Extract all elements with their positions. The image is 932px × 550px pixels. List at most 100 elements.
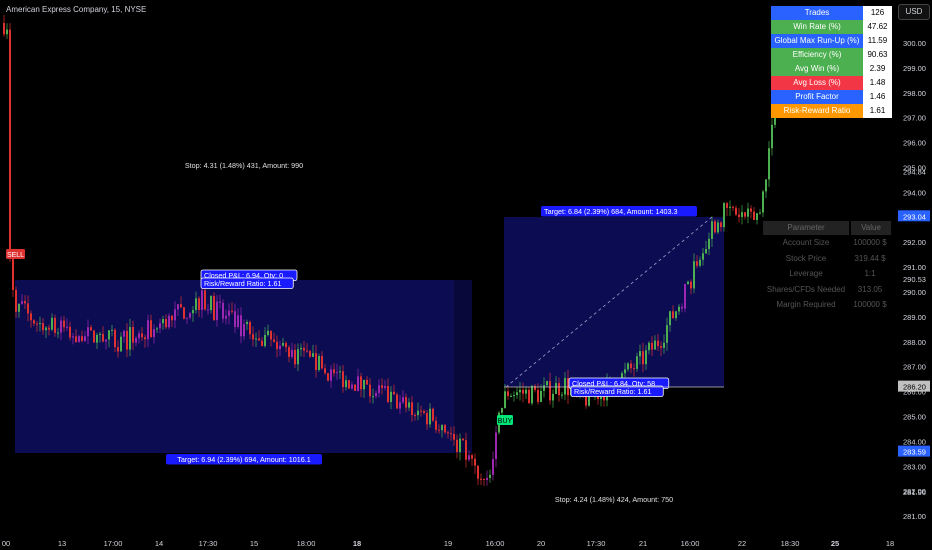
candle-body <box>126 330 128 350</box>
currency-button[interactable]: USD <box>898 4 930 20</box>
candle-body <box>162 319 164 324</box>
stat-label: Trades <box>771 6 863 20</box>
candle-body <box>702 253 704 260</box>
stat-value: 11.59 <box>863 33 892 48</box>
candle-body <box>585 396 587 406</box>
candle-body <box>288 347 290 357</box>
candle-body <box>393 391 395 395</box>
candle-body <box>726 203 728 208</box>
candle-body <box>123 330 125 337</box>
candle-body <box>294 349 296 365</box>
candle-body <box>153 329 155 337</box>
candle-body <box>663 342 665 348</box>
stat-label: Avg Loss (%) <box>771 75 863 90</box>
candle-body <box>189 313 191 318</box>
candle-body <box>744 212 746 217</box>
stat-row-trades: Trades 126 <box>771 6 892 20</box>
candle-body <box>108 330 110 340</box>
trade-overlays: Stop: 4.31 (1.48%) 431, Amount: 990 Targe… <box>6 161 724 504</box>
stop-label-bottom: Stop: 4.24 (1.48%) 424, Amount: 750 <box>555 495 673 504</box>
candle-body <box>330 369 332 381</box>
candle-body <box>354 384 356 391</box>
time-tick: 17:00 <box>104 539 123 548</box>
candle-body <box>270 330 272 340</box>
candle-body <box>648 342 650 351</box>
candle-body <box>36 323 38 325</box>
candle-body <box>759 212 761 214</box>
candle-body <box>555 383 557 394</box>
calculator-header: Parameter Value <box>763 221 891 235</box>
candle-body <box>447 432 449 434</box>
candle-body <box>255 338 257 340</box>
candle-body <box>48 327 50 330</box>
candle-body <box>534 385 536 390</box>
calculator-key: Leverage <box>789 269 823 278</box>
candle-body <box>396 394 398 409</box>
candle-body <box>12 257 14 290</box>
stat-value: 1.48 <box>863 75 892 90</box>
price-tick: 299.00 <box>903 64 926 73</box>
price-tick: 297.00 <box>903 114 926 123</box>
candle-body <box>342 371 344 388</box>
time-tick: 14 <box>155 539 163 548</box>
label-box <box>570 385 664 397</box>
candle-body <box>207 309 209 311</box>
candle-body <box>93 330 95 343</box>
candle-body <box>156 328 158 330</box>
candle-body <box>399 402 401 409</box>
price-badge: 286.20 <box>898 380 930 392</box>
candle-body <box>219 301 221 303</box>
candle-body <box>174 309 176 321</box>
stat-row-max-run-up: Global Max Run-Up (%) 11.59 <box>771 33 892 48</box>
candle-body <box>15 289 17 312</box>
candle-body <box>690 281 692 289</box>
candle-body <box>384 386 386 388</box>
candle-body <box>312 353 314 357</box>
price-badge-box <box>898 380 930 392</box>
calculator-row: Leverage 1:1 <box>763 266 891 282</box>
stat-row-avg-win: Avg Win (%) 2.39 <box>771 61 892 76</box>
candle-body <box>243 324 245 337</box>
candle-body <box>225 315 227 319</box>
time-tick: 18 <box>886 539 894 548</box>
candle-body <box>756 213 758 220</box>
price-badge: 283.59 <box>898 445 930 457</box>
candle-body <box>129 327 131 350</box>
price-tick: 287.00 <box>903 363 926 372</box>
price-tick: 282.00 <box>903 487 926 496</box>
sell-marker-label: SELL <box>7 252 24 259</box>
candle-body <box>102 333 104 342</box>
candle-body <box>711 221 713 239</box>
candle-body <box>168 315 170 328</box>
candle-body <box>456 439 458 452</box>
candle-body <box>315 353 317 371</box>
candle-body <box>273 339 275 342</box>
price-axis-bg <box>893 0 932 550</box>
time-tick: 17:30 <box>587 539 606 548</box>
candle-body <box>501 408 503 413</box>
candle-body <box>519 389 521 393</box>
candle-body <box>21 301 23 304</box>
candle-body <box>423 410 425 413</box>
candle-body <box>378 385 380 394</box>
time-tick: 20 <box>537 539 545 548</box>
candle-body <box>39 323 41 325</box>
price-tick: 281.00 <box>903 512 926 521</box>
candle-body <box>699 259 701 266</box>
candle-body <box>660 346 662 348</box>
candle-body <box>363 379 365 390</box>
candle-body <box>195 298 197 311</box>
price-extra-tick: 290.53 <box>903 275 926 284</box>
candle-body <box>117 347 119 352</box>
candle-body <box>159 323 161 329</box>
candle-body <box>237 315 239 327</box>
price-extra-tick: 281.96 <box>903 488 926 497</box>
candle-body <box>486 477 488 480</box>
candle-body <box>3 23 5 35</box>
price-tick: 286.00 <box>903 388 926 397</box>
candle-body <box>201 290 203 310</box>
candle-body <box>141 333 143 338</box>
candle-body <box>297 349 299 365</box>
sell-marker: SELL <box>6 249 25 259</box>
